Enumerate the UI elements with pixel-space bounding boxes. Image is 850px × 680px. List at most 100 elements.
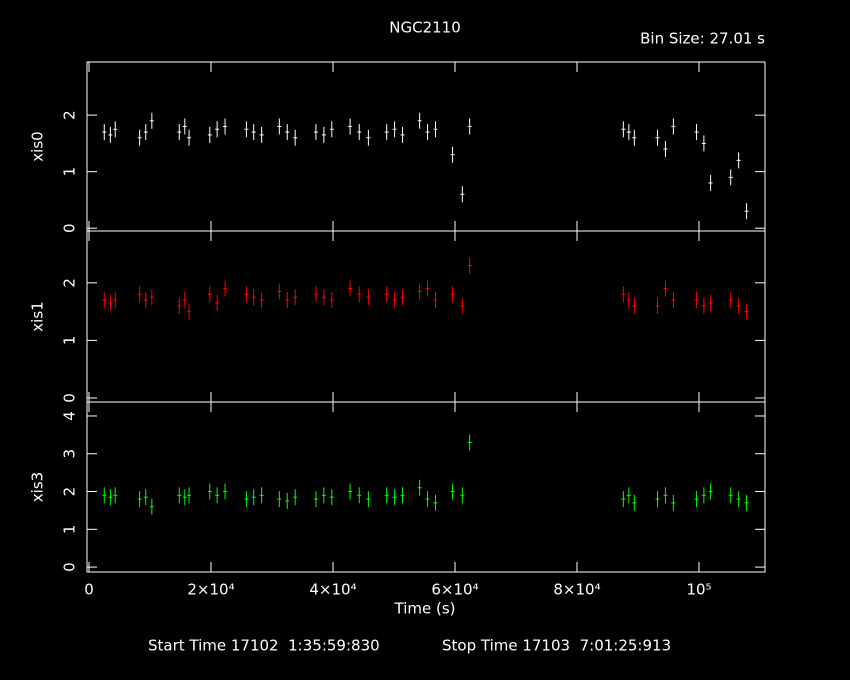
data-point (215, 487, 220, 504)
data-point (417, 283, 422, 300)
data-point (450, 146, 455, 163)
data-point (425, 280, 430, 297)
data-point (708, 483, 713, 500)
data-point (626, 292, 631, 309)
data-point (177, 487, 182, 504)
data-point (108, 126, 113, 143)
y-tick-label: 4 (61, 411, 79, 421)
data-point (655, 297, 660, 314)
data-point (728, 292, 733, 309)
data-point (143, 124, 148, 141)
data-point (467, 257, 472, 274)
data-point (366, 491, 371, 508)
data-point (655, 491, 660, 508)
data-point (460, 487, 465, 504)
data-point (632, 494, 637, 511)
data-point (392, 292, 397, 309)
data-point (293, 129, 298, 146)
data-point (277, 283, 282, 300)
bin-size: Bin Size: 27.01 s (640, 30, 765, 48)
data-point (182, 489, 187, 506)
data-point (259, 292, 264, 309)
data-point (400, 487, 405, 504)
data-point (244, 286, 249, 303)
data-point (137, 491, 142, 508)
data-point (321, 487, 326, 504)
data-point (655, 129, 660, 146)
y-tick-label: 0 (61, 393, 79, 403)
data-point (417, 112, 422, 129)
data-point (223, 118, 228, 135)
x-tick-label: 10⁵ (686, 581, 711, 599)
data-point (182, 292, 187, 309)
x-tick-label: 2×10⁴ (187, 581, 234, 599)
data-point (113, 487, 118, 504)
y-tick-label: 1 (61, 167, 79, 177)
data-point (708, 294, 713, 311)
x-tick-label: 0 (84, 581, 94, 599)
data-point (460, 186, 465, 203)
data-point (223, 483, 228, 500)
data-point (113, 292, 118, 309)
data-point (313, 286, 318, 303)
data-point (137, 286, 142, 303)
data-point (392, 489, 397, 506)
data-point (425, 491, 430, 508)
data-point (313, 124, 318, 141)
data-point (251, 489, 256, 506)
data-point (663, 487, 668, 504)
data-point (694, 491, 699, 508)
data-point (366, 129, 371, 146)
data-point (701, 487, 706, 504)
data-point (207, 126, 212, 143)
y-tick-label: 2 (61, 278, 79, 288)
data-point (137, 129, 142, 146)
data-point (293, 489, 298, 506)
data-point (329, 121, 334, 138)
data-point (626, 124, 631, 141)
data-point (277, 491, 282, 508)
y-tick-label: 2 (61, 487, 79, 497)
data-point (348, 483, 353, 500)
data-point (102, 292, 107, 309)
y-tick-label: 1 (61, 336, 79, 346)
y-axis-label: xis0 (29, 131, 47, 161)
y-tick-label: 3 (61, 449, 79, 459)
y-tick-label: 2 (61, 110, 79, 120)
data-point (450, 483, 455, 500)
data-point (108, 294, 113, 311)
data-point (621, 121, 626, 138)
data-point (215, 121, 220, 138)
data-point (744, 494, 749, 511)
data-point (671, 292, 676, 309)
data-point (251, 124, 256, 141)
data-point (207, 483, 212, 500)
data-point (736, 152, 741, 169)
data-point (433, 494, 438, 511)
data-point (177, 297, 182, 314)
data-point (400, 289, 405, 306)
data-point (450, 286, 455, 303)
data-point (329, 292, 334, 309)
data-point (313, 491, 318, 508)
data-point (102, 124, 107, 141)
data-point (728, 169, 733, 186)
data-point (187, 303, 192, 320)
data-point (244, 121, 249, 138)
y-tick-label: 1 (61, 525, 79, 535)
data-point (348, 280, 353, 297)
start-time: Start Time 17102 1:35:59:830 (148, 637, 380, 655)
data-point (259, 487, 264, 504)
data-point (626, 487, 631, 504)
data-point (108, 489, 113, 506)
data-point (663, 280, 668, 297)
data-point (460, 297, 465, 314)
data-point (244, 491, 249, 508)
data-point (357, 124, 362, 141)
data-point (736, 297, 741, 314)
data-point (321, 289, 326, 306)
data-point (417, 479, 422, 496)
data-point (632, 297, 637, 314)
data-point (632, 129, 637, 146)
